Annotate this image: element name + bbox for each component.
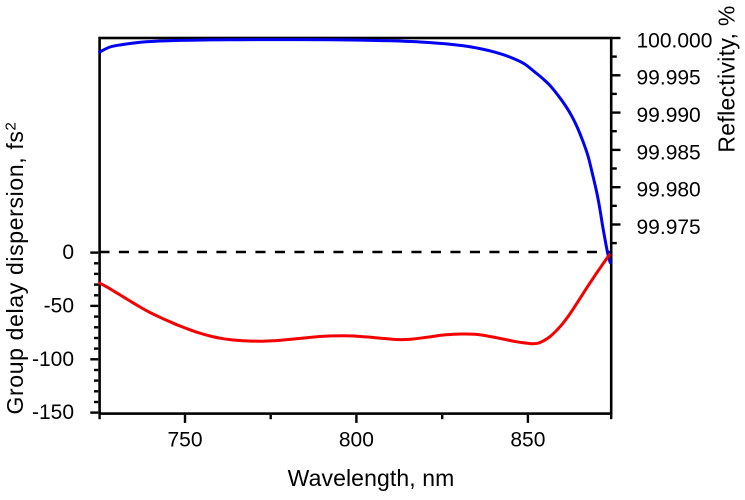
svg-text:99.985: 99.985 (637, 141, 701, 164)
svg-text:Group delay dispersion, fs2: Group delay dispersion, fs2 (2, 121, 28, 414)
svg-text:99.975: 99.975 (637, 216, 701, 239)
svg-text:-100: -100 (32, 348, 74, 371)
svg-text:99.990: 99.990 (637, 104, 701, 127)
svg-text:0: 0 (62, 241, 74, 264)
svg-text:750: 750 (167, 428, 202, 451)
svg-text:100.000: 100.000 (637, 29, 713, 52)
svg-text:-50: -50 (44, 295, 74, 318)
svg-text:800: 800 (339, 428, 374, 451)
svg-text:Reflectivity, %: Reflectivity, % (714, 5, 740, 152)
svg-text:-150: -150 (32, 401, 74, 424)
svg-text:99.995: 99.995 (637, 67, 701, 90)
svg-text:99.980: 99.980 (637, 179, 701, 202)
svg-text:Wavelength, nm: Wavelength, nm (288, 465, 455, 491)
svg-text:850: 850 (510, 428, 545, 451)
